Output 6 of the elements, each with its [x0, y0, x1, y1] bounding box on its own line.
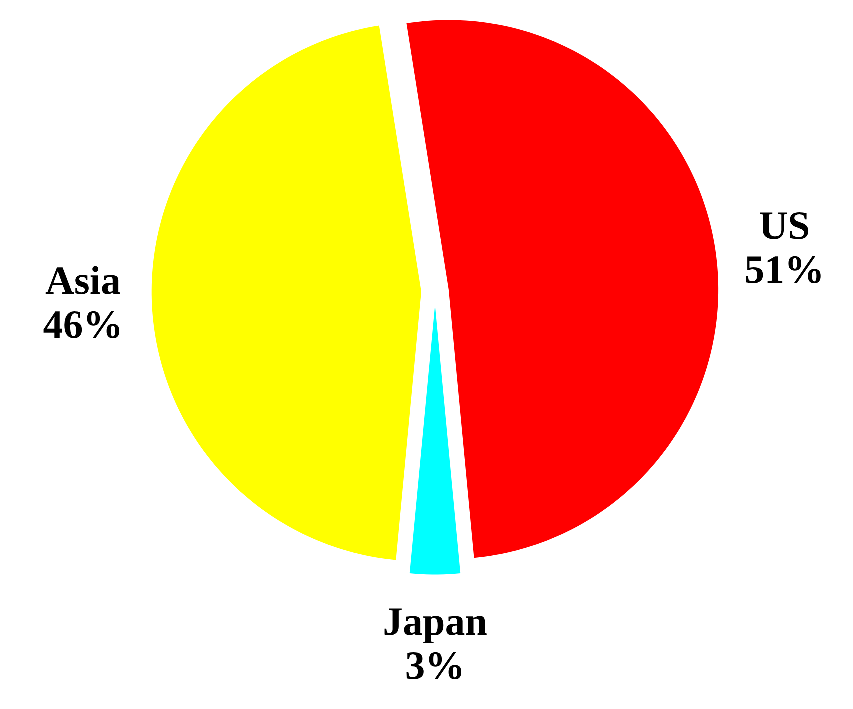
data-label: 51%: [744, 246, 825, 292]
data-label: 46%: [43, 302, 124, 348]
slice-label: US: [759, 202, 810, 248]
data-label: 3%: [405, 642, 466, 688]
slice-label: Asia: [45, 258, 122, 304]
slice-label: Japan: [383, 598, 488, 644]
